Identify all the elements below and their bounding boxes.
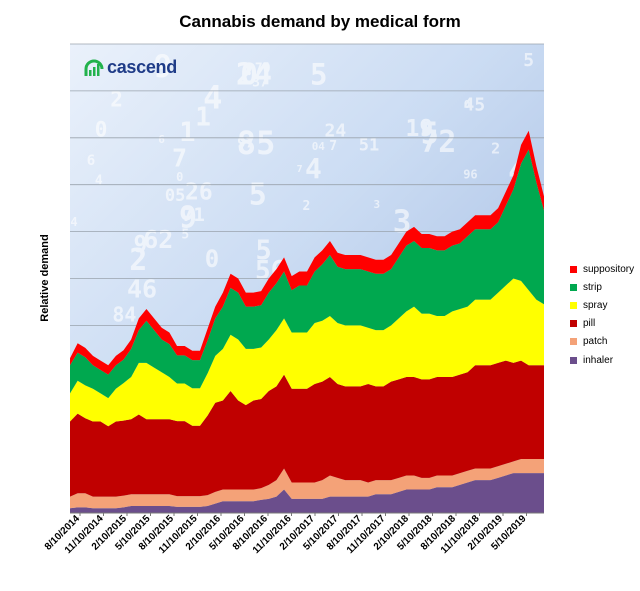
background-glyph: 5 [181,228,189,243]
background-glyph: 04 [312,140,326,153]
series-area-strip [70,149,544,399]
background-glyph: 51 [359,136,379,156]
legend-swatch [570,283,577,291]
background-glyph: 2 [303,199,311,214]
background-glyph: 0 [464,98,471,111]
background-glyph: 6 [158,133,165,146]
background-glyph: 70 [255,61,271,76]
background-glyph: 4 [203,78,222,116]
legend-label: pill [583,318,596,330]
legend-item-spray: spray [570,296,634,314]
background-glyph: 5 [256,235,272,266]
background-glyph: 9 [179,200,197,235]
legend-label: strip [583,281,602,293]
background-glyph: 0 [240,57,257,91]
series-area-spray [70,278,544,427]
background-glyph: 05 [165,186,185,206]
legend-label: patch [583,336,608,348]
legend-item-pill: pill [570,315,634,333]
series-areas [70,130,544,513]
chart-title: Cannabis demand by medical form [179,12,461,31]
legend-swatch [570,338,577,346]
background-glyph: 46 [127,275,157,304]
legend-item-suppository: suppository [570,260,634,278]
series-area-pill [70,360,544,497]
background-glyph: 24 [236,58,272,93]
background-glyph: 2 [129,243,147,278]
background-glyph: 3 [393,204,412,240]
background-glyph: 26 [185,180,213,206]
background-glyph: 45 [464,94,486,115]
legend-item-strip: strip [570,278,634,296]
legend-item-patch: patch [570,333,634,351]
legend-swatch [570,301,577,309]
series-area-inhaler [70,473,544,513]
legend-item-inhaler: inhaler [570,351,634,369]
logo-wordmark: cascend [107,57,177,77]
background-glyph: 97 [237,135,254,151]
background-glyph: 24 [325,121,347,142]
background-glyph: 4 [305,152,322,185]
background-glyph: 5 [249,177,267,212]
x-tick-labels: 8/10/201411/10/20142/10/20155/10/20158/1… [43,513,529,556]
background-glyph: 72 [420,125,456,160]
brand-logo: cascend [84,57,177,78]
background-glyph: 0 [95,118,108,142]
background-glyph: 84 [112,303,136,327]
legend-label: inhaler [583,354,614,366]
background-glyph: 4 [70,215,77,229]
background-glyph: 2 [110,87,123,111]
legend-swatch [570,356,577,364]
legend: suppository strip spray pill patch inhaler [570,260,634,369]
background-glyph: 0 [176,170,183,184]
background-glyph: 7 [329,139,337,154]
background-glyph: 85 [237,124,276,162]
background-glyph: 5 [421,116,439,151]
series-area-patch [70,459,544,509]
background-glyph: 5 [310,57,327,91]
background-glyph: 62 [143,225,173,254]
background-glyph: 9 [134,232,148,258]
background-glyph: 1 [179,117,195,148]
background-glyph: 0 [205,245,219,273]
background-glyph: 96 [463,168,477,182]
legend-label: suppository [583,263,635,275]
background-glyph: 4 [95,173,103,188]
background-glyph: 3 [374,198,381,211]
background-glyph: 2 [491,140,500,158]
background-glyph: 71 [182,204,205,226]
background-glyph: 9 [154,49,173,85]
background-glyph: 5 [523,50,534,71]
legend-swatch [570,265,577,273]
legend-label: spray [583,299,608,311]
legend-swatch [570,320,577,328]
background-glyph: 6 [87,153,95,169]
logo-mark-icon [84,59,104,76]
background-glyph: 1 [195,103,211,133]
background-glyph: 37 [252,76,268,91]
background-glyph: 7 [297,164,303,175]
background-glyph: 7 [172,143,187,172]
